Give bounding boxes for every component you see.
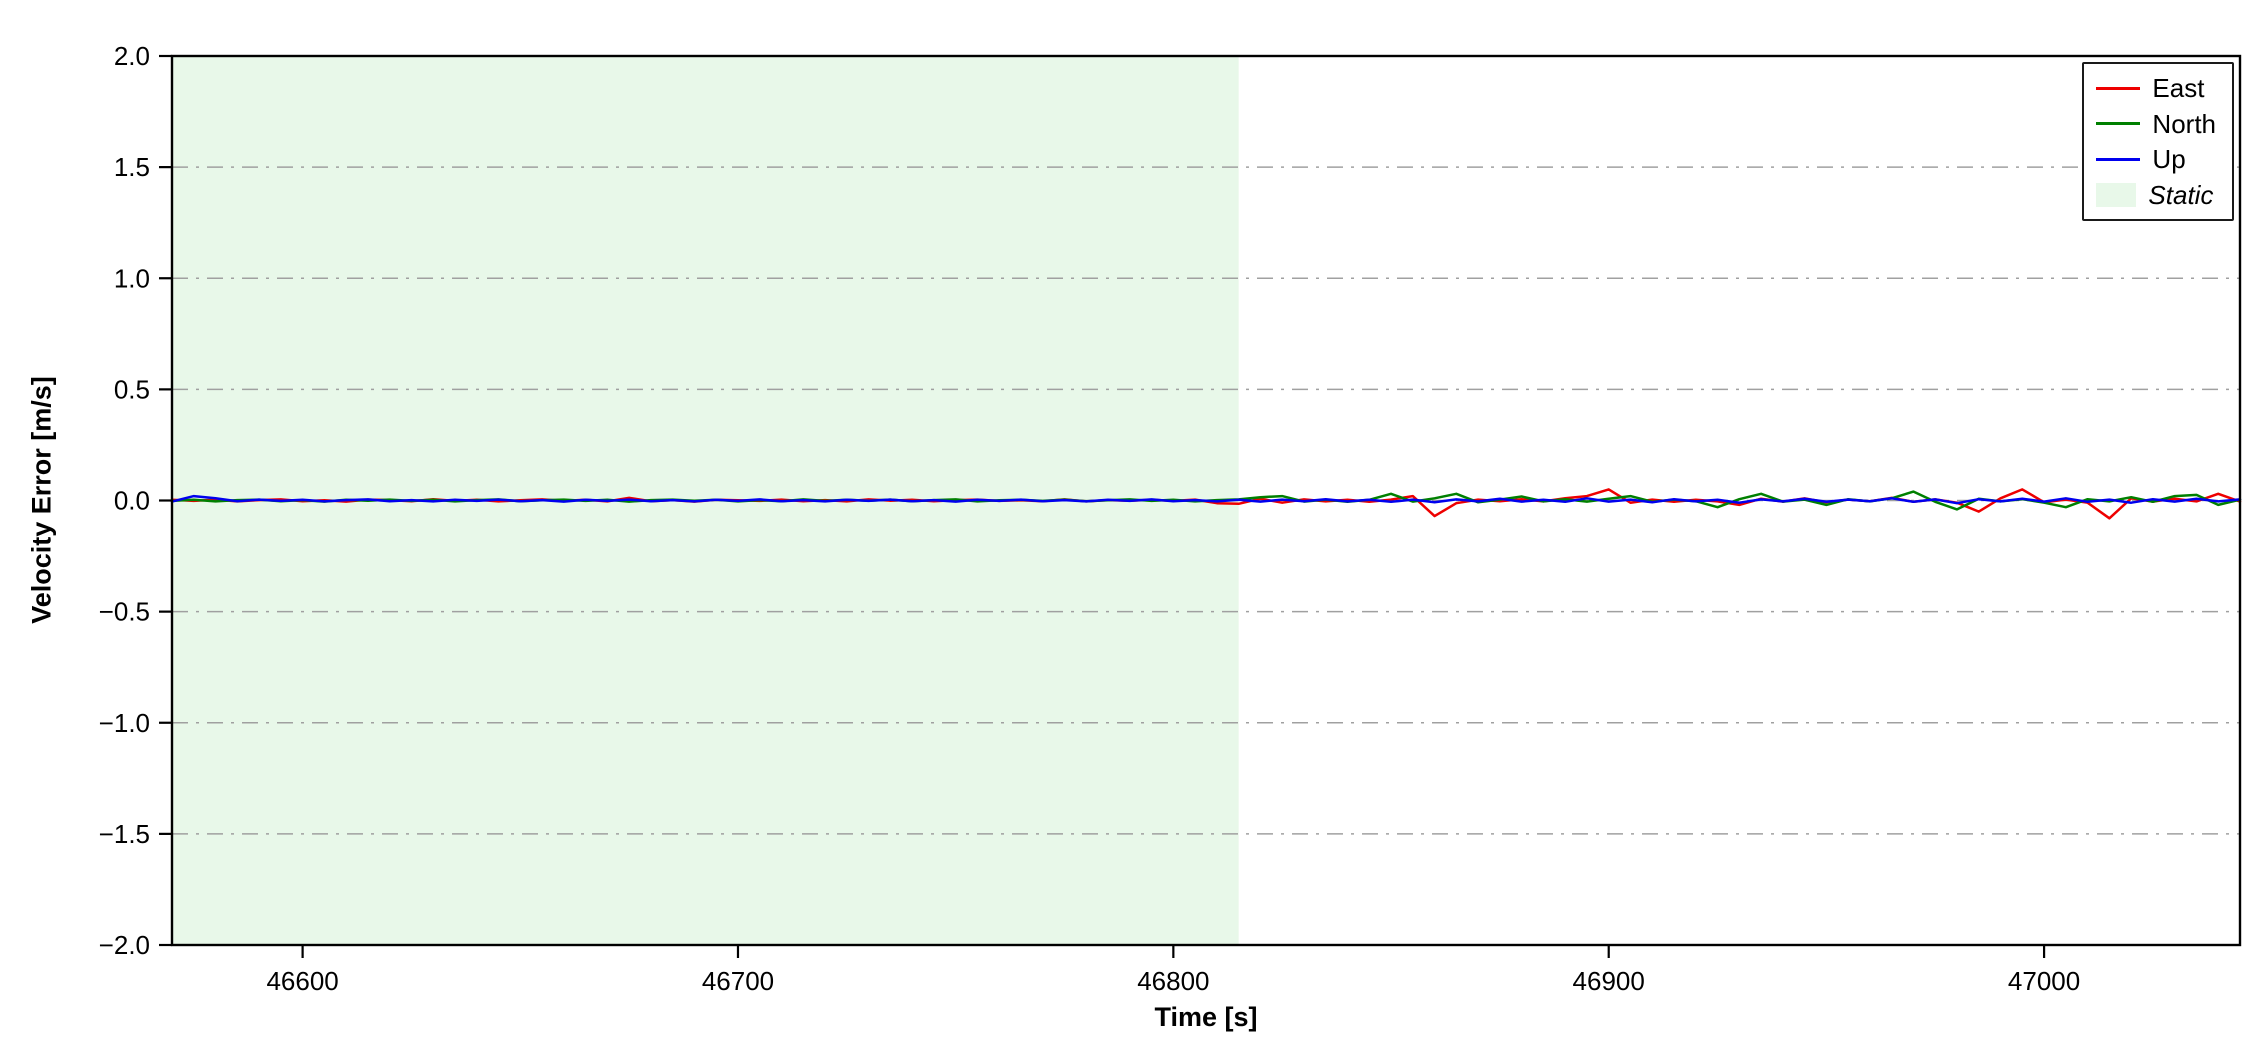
series-up-line bbox=[170, 494, 2242, 505]
x-axis-label: Time [s] bbox=[1154, 1002, 1258, 1032]
static-patch-swatch bbox=[2096, 183, 2137, 208]
legend-label-north: North bbox=[2152, 108, 2216, 139]
tick-layer: 46600 46700 46800 46900 47000 −2.0 −1.5 −1.0 −0.… bbox=[99, 41, 2081, 996]
north-line-swatch bbox=[2096, 122, 2141, 126]
legend-label-up: Up bbox=[2152, 144, 2186, 175]
y-tick-label: −1.5 bbox=[99, 819, 150, 849]
legend-label-static: Static bbox=[2148, 179, 2214, 210]
legend-item-up: Up bbox=[2096, 145, 2216, 174]
x-tick-label: 46900 bbox=[1573, 966, 1645, 996]
x-tick-label: 46700 bbox=[702, 966, 774, 996]
y-tick-label: −2.0 bbox=[99, 930, 150, 960]
y-tick-label: 0.5 bbox=[114, 374, 150, 404]
x-tick-label: 46600 bbox=[266, 966, 338, 996]
y-axis-label: Velocity Error [m/s] bbox=[26, 376, 57, 624]
y-tick-label: 1.0 bbox=[114, 263, 150, 293]
up-line-swatch bbox=[2096, 157, 2141, 161]
east-line-swatch bbox=[2096, 86, 2141, 90]
y-tick-label: −1.0 bbox=[99, 708, 150, 738]
legend-item-east: East bbox=[2096, 74, 2216, 103]
legend-item-static: Static bbox=[2096, 181, 2216, 210]
x-tick-label: 47000 bbox=[2008, 966, 2080, 996]
legend: East North Up Static bbox=[2082, 62, 2234, 222]
legend-label-east: East bbox=[2152, 73, 2205, 103]
x-tick-label: 46800 bbox=[1137, 966, 1209, 996]
legend-item-north: North bbox=[2096, 108, 2216, 139]
y-tick-label: 2.0 bbox=[114, 41, 150, 71]
gridline-layer bbox=[172, 166, 2240, 835]
y-tick-label: −0.5 bbox=[99, 597, 150, 627]
y-tick-label: 1.5 bbox=[114, 152, 150, 182]
series-layer bbox=[170, 488, 2242, 520]
y-tick-label: 0.0 bbox=[114, 486, 150, 516]
